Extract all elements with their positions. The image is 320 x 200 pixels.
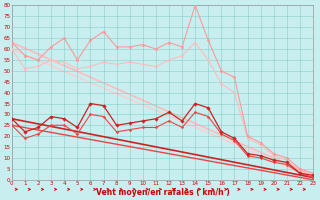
X-axis label: Vent moyen/en rafales ( km/h ): Vent moyen/en rafales ( km/h ) bbox=[96, 188, 229, 197]
